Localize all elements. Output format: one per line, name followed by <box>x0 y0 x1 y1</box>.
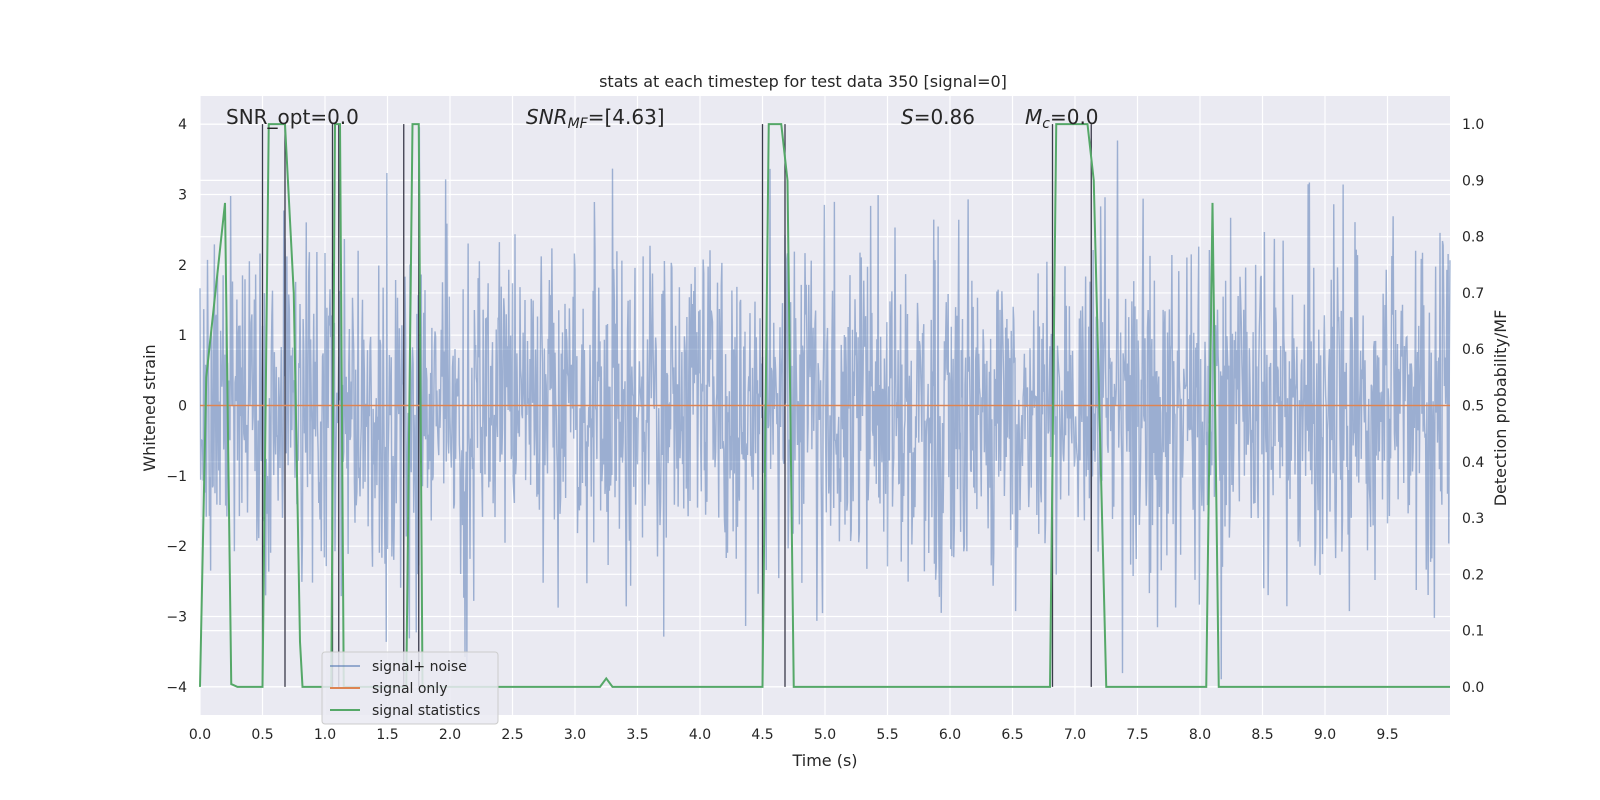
x-tick-label-8: 4.0 <box>689 727 711 743</box>
annotation-s: S=0.86 <box>901 105 975 129</box>
x-tick-label-11: 5.5 <box>876 727 898 743</box>
annotation-s-label: S <box>901 105 914 129</box>
y2-axis-label: Detection probability/MF <box>1491 310 1510 507</box>
y2-tick-label-2: 0.2 <box>1462 567 1484 583</box>
x-tick-label-15: 7.5 <box>1126 727 1148 743</box>
legend-label-signal-statistics: signal statistics <box>372 703 480 719</box>
x-tick-label-10: 5.0 <box>814 727 836 743</box>
x-tick-label-12: 6.0 <box>939 727 961 743</box>
annotation-snr-mf-value: =[4.63] <box>588 105 665 129</box>
annotation-s-value: =0.86 <box>914 105 975 129</box>
y-tick-label-8: 4 <box>178 117 187 133</box>
y-axis-label: Whitened strain <box>140 344 159 471</box>
annotation-mc-value: =0.0 <box>1050 105 1099 129</box>
x-tick-label-6: 3.0 <box>564 727 586 743</box>
legend: signal+ noise signal only signal statist… <box>321 651 499 725</box>
annotation-mc-label: M <box>1025 105 1042 129</box>
y2-tick-labels: 0.0 0.1 0.2 0.3 0.4 0.5 0.6 0.7 0.8 0.9 1.0 <box>1462 117 1484 696</box>
y2-tick-label-6: 0.6 <box>1462 342 1484 358</box>
x-tick-label-1: 0.5 <box>251 727 273 743</box>
y-tick-label-1: −3 <box>166 610 187 626</box>
series-signal-statistics-line <box>199 123 1450 688</box>
x-axis-label: Time (s) <box>791 751 857 770</box>
x-tick-label-16: 8.0 <box>1189 727 1211 743</box>
y2-tick-label-0: 0.0 <box>1462 680 1484 696</box>
y2-tick-label-9: 0.9 <box>1462 173 1484 189</box>
x-tick-label-5: 2.5 <box>501 727 523 743</box>
x-tick-label-0: 0.0 <box>189 727 211 743</box>
y-tick-label-3: −1 <box>166 469 187 485</box>
y-tick-labels: −4 −3 −2 −1 0 1 2 3 4 <box>166 117 187 696</box>
y-tick-label-4: 0 <box>178 399 187 415</box>
chart-title: stats at each timestep for test data 350… <box>599 72 1007 91</box>
y2-tick-label-7: 0.7 <box>1462 286 1484 302</box>
x-tick-labels: 0.0 0.5 1.0 1.5 2.0 2.5 3.0 3.5 4.0 4.5 5.0 5.5 6.0 6… <box>189 727 1399 743</box>
x-tick-label-3: 1.5 <box>376 727 398 743</box>
annotation-snr-mf-sub: MF <box>568 116 589 132</box>
annotation-snr-mf: SNRMF=[4.63] <box>526 105 665 132</box>
y2-tick-label-5: 0.5 <box>1462 399 1484 415</box>
y2-tick-label-1: 0.1 <box>1462 624 1484 640</box>
x-tick-label-13: 6.5 <box>1001 727 1023 743</box>
x-tick-label-7: 3.5 <box>626 727 648 743</box>
x-tick-label-2: 1.0 <box>314 727 336 743</box>
annotation-mc: Mc=0.0 <box>1025 105 1099 132</box>
y-tick-label-7: 3 <box>178 187 187 203</box>
x-tick-label-19: 9.5 <box>1376 727 1398 743</box>
x-tick-label-18: 9.0 <box>1314 727 1336 743</box>
annotation-mc-sub: c <box>1042 116 1050 132</box>
y2-tick-label-8: 0.8 <box>1462 230 1484 246</box>
y-tick-label-2: −2 <box>166 539 187 555</box>
x-tick-label-4: 2.0 <box>439 727 461 743</box>
statistics-series <box>199 123 1450 688</box>
y2-tick-label-10: 1.0 <box>1462 117 1484 133</box>
x-tick-label-14: 7.0 <box>1064 727 1086 743</box>
y2-tick-label-3: 0.3 <box>1462 511 1484 527</box>
annotation-snr-opt: SNR_opt=0.0 <box>226 105 359 129</box>
y-tick-label-5: 1 <box>178 328 187 344</box>
annotation-snr-mf-label: SNR <box>526 105 568 129</box>
legend-label-signal-noise: signal+ noise <box>372 659 467 675</box>
y-tick-label-0: −4 <box>166 680 187 696</box>
y2-tick-label-4: 0.4 <box>1462 455 1484 471</box>
legend-box <box>321 651 499 725</box>
x-tick-label-17: 8.5 <box>1251 727 1273 743</box>
x-tick-label-9: 4.5 <box>751 727 773 743</box>
legend-label-signal-only: signal only <box>372 681 447 697</box>
y-tick-label-6: 2 <box>178 258 187 274</box>
